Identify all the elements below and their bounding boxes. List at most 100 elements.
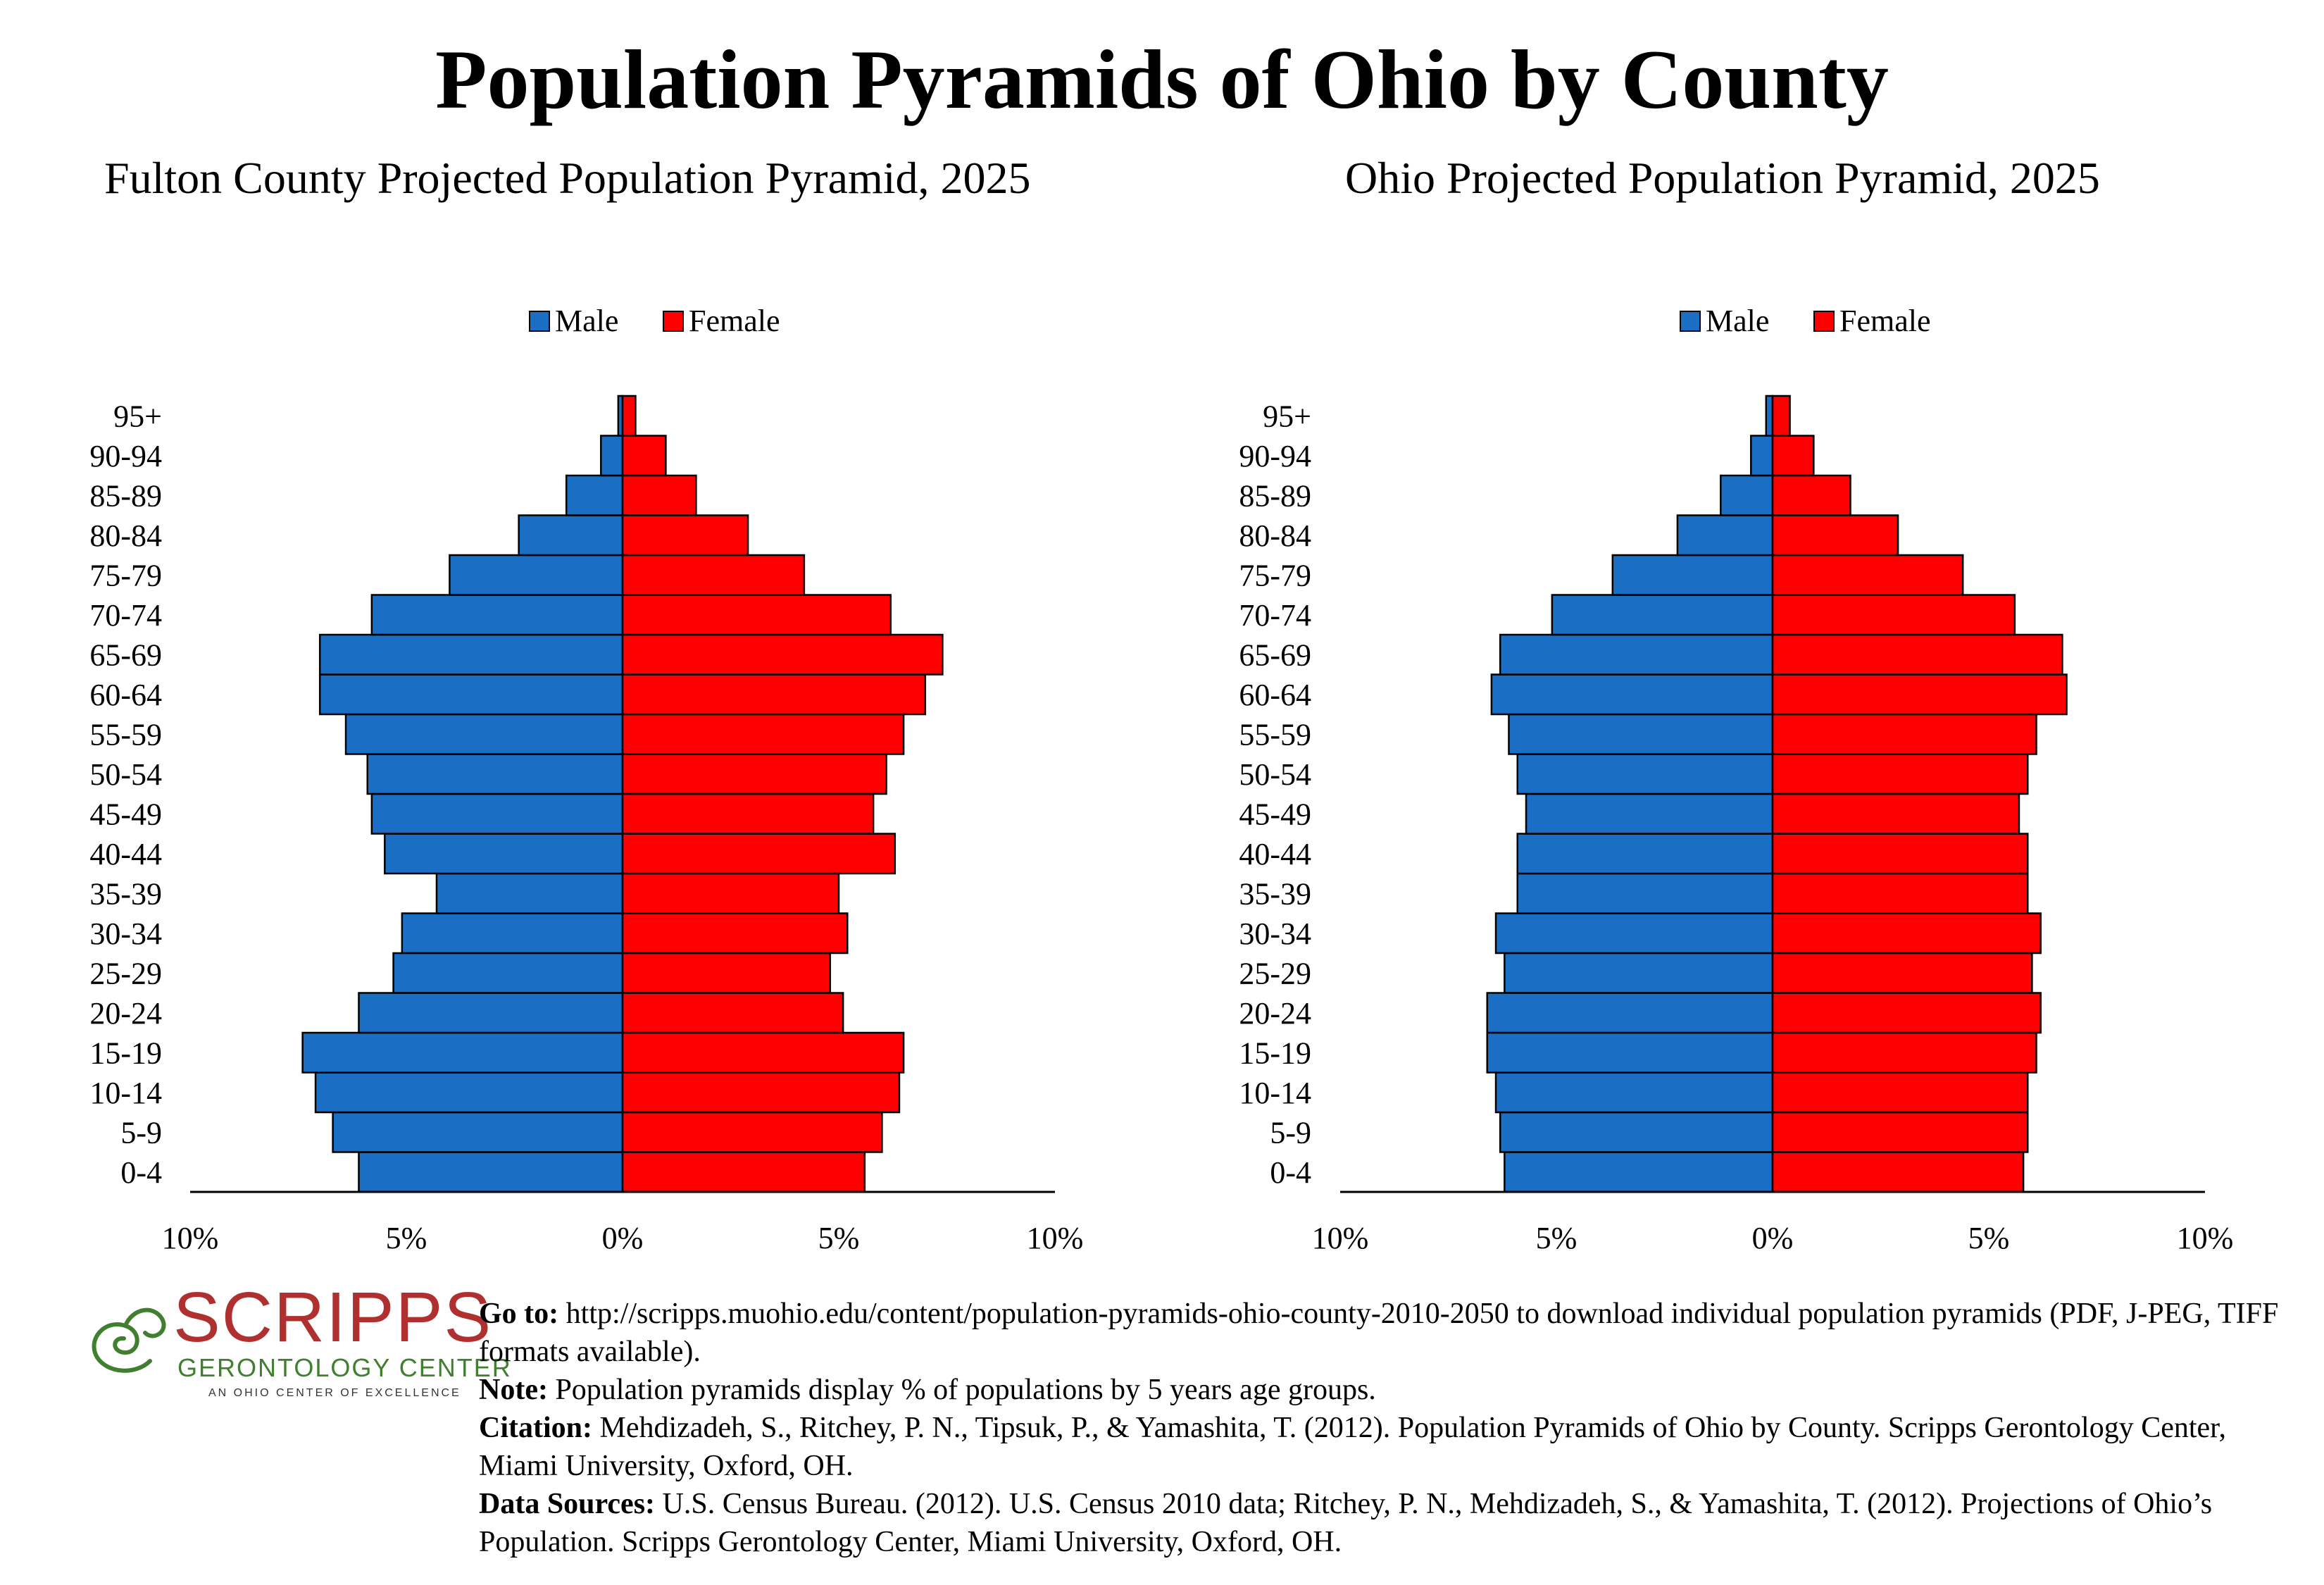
ohio-female-bar-85-89 (1771, 474, 1851, 516)
fulton-female-bar-10-14 (621, 1071, 901, 1114)
note-goto: Go to: http://scripps.muohio.edu/content… (479, 1295, 2310, 1371)
ohio-legend-female-swatch (1813, 311, 1835, 332)
ohio-male-bar-50-54 (1516, 753, 1774, 795)
fulton-x-tick-label: 10% (162, 1221, 219, 1255)
fulton-age-label-80-84: 80-84 (89, 518, 162, 553)
ohio-age-label-65-69: 65-69 (1239, 638, 1311, 672)
ohio-male-bar-95+ (1765, 394, 1774, 437)
fulton-male-bar-35-39 (435, 872, 624, 914)
fulton-male-bar-55-59 (344, 713, 624, 755)
fulton-age-label-70-74: 70-74 (89, 598, 162, 633)
fulton-female-bar-45-49 (621, 792, 875, 835)
ohio-age-label-55-59: 55-59 (1239, 717, 1311, 752)
fulton-age-label-0-4: 0-4 (120, 1155, 162, 1190)
fulton-age-label-95+: 95+ (113, 399, 162, 433)
ohio-female-bar-15-19 (1771, 1031, 2037, 1074)
ohio-female-bar-45-49 (1771, 792, 2020, 835)
fulton-female-bar-75-79 (621, 554, 806, 596)
fulton-female-bar-80-84 (621, 514, 749, 557)
fulton-male-bar-40-44 (384, 833, 624, 875)
ohio-female-bar-25-29 (1771, 952, 2033, 994)
fulton-age-label-10-14: 10-14 (89, 1076, 162, 1110)
fulton-chart-title: Fulton County Projected Population Pyram… (104, 153, 1031, 203)
ohio-male-bar-0-4 (1504, 1151, 1774, 1193)
ohio-male-bar-75-79 (1611, 554, 1774, 596)
ohio-male-bar-30-34 (1494, 912, 1774, 955)
ohio-male-bar-35-39 (1516, 872, 1774, 914)
ohio-female-bar-60-64 (1771, 673, 2068, 716)
ohio-male-bar-45-49 (1525, 792, 1774, 835)
fulton-male-bar-0-4 (358, 1151, 624, 1193)
fulton-age-label-40-44: 40-44 (89, 837, 162, 871)
ohio-age-label-35-39: 35-39 (1239, 876, 1311, 911)
ohio-female-bar-95+ (1771, 394, 1791, 437)
ohio-male-bar-70-74 (1551, 594, 1774, 636)
fulton-age-label-75-79: 75-79 (89, 558, 162, 592)
fulton-male-bar-65-69 (318, 633, 624, 676)
footnotes: Go to: http://scripps.muohio.edu/content… (479, 1295, 2310, 1561)
note-sources-text: U.S. Census Bureau. (2012). U.S. Census … (479, 1488, 2213, 1558)
ohio-x-tick-label: 10% (2177, 1221, 2234, 1255)
fulton-male-bar-50-54 (366, 753, 624, 795)
fulton-male-bar-80-84 (518, 514, 624, 557)
fulton-female-bar-55-59 (621, 713, 905, 755)
fulton-female-bar-5-9 (621, 1111, 883, 1153)
fulton-male-bar-25-29 (392, 952, 624, 994)
fulton-male-bar-85-89 (565, 474, 624, 516)
ohio-female-bar-10-14 (1771, 1071, 2029, 1114)
ohio-male-bar-90-94 (1750, 435, 1774, 477)
fulton-male-bar-20-24 (358, 992, 624, 1034)
fulton-female-bar-15-19 (621, 1031, 905, 1074)
fulton-x-tick-label: 0% (602, 1221, 644, 1255)
pyramid-charts: Male Female 0-4 5-9 10-14 15-19 20-24 25-29 30-3… (89, 304, 2234, 1255)
fulton-female-bar-95+ (621, 394, 637, 437)
fulton-female-bar-50-54 (621, 753, 887, 795)
ohio-age-label-20-24: 20-24 (1239, 996, 1311, 1031)
fulton-male-bar-10-14 (314, 1071, 624, 1114)
ohio-age-label-70-74: 70-74 (1239, 598, 1311, 633)
fulton-x-tick-label: 5% (386, 1221, 427, 1255)
fulton-legend-female-label: Female (689, 304, 780, 338)
ohio-female-bar-80-84 (1771, 514, 1899, 557)
ohio-female-bar-5-9 (1771, 1111, 2029, 1153)
fulton-female-bar-90-94 (621, 435, 667, 477)
fulton-male-bar-75-79 (449, 554, 624, 596)
fulton-female-bar-85-89 (621, 474, 697, 516)
ohio-age-label-10-14: 10-14 (1239, 1076, 1311, 1110)
scripps-logo: SCRIPPS GERONTOLOGY CENTER AN OHIO CENTE… (83, 1278, 511, 1410)
ohio-female-bar-20-24 (1771, 992, 2042, 1034)
fulton-age-label-25-29: 25-29 (89, 956, 162, 990)
note-note-text: Population pyramids display % of populat… (547, 1374, 1376, 1406)
fulton-x-tick-label: 5% (818, 1221, 860, 1255)
fulton-male-bar-90-94 (600, 435, 624, 477)
fulton-female-bar-70-74 (621, 594, 892, 636)
main-title: Population Pyramids of Ohio by County (435, 32, 1889, 126)
ohio-age-label-75-79: 75-79 (1239, 558, 1311, 592)
ohio-age-label-80-84: 80-84 (1239, 518, 1311, 553)
ohio-male-bar-25-29 (1504, 952, 1774, 994)
fulton-female-bar-40-44 (621, 833, 897, 875)
fulton-age-label-90-94: 90-94 (89, 439, 162, 473)
ohio-female-bar-65-69 (1771, 633, 2063, 676)
note-sources: Data Sources: U.S. Census Bureau. (2012)… (479, 1485, 2310, 1561)
ohio-chart-title: Ohio Projected Population Pyramid, 2025 (1345, 153, 2100, 203)
fulton-age-label-35-39: 35-39 (89, 876, 162, 911)
ohio-legend-male-swatch (1680, 311, 1701, 332)
ohio-age-label-50-54: 50-54 (1239, 757, 1311, 792)
fulton-male-bar-15-19 (301, 1031, 624, 1074)
fulton-age-label-55-59: 55-59 (89, 717, 162, 752)
fulton-age-label-30-34: 30-34 (89, 916, 162, 951)
logo-subtitle: GERONTOLOGY CENTER (177, 1353, 512, 1382)
note-goto-label: Go to: (479, 1298, 559, 1330)
ohio-age-label-90-94: 90-94 (1239, 439, 1311, 473)
ohio-male-bar-20-24 (1486, 992, 1774, 1034)
fulton-male-bar-45-49 (370, 792, 624, 835)
fulton-age-label-65-69: 65-69 (89, 638, 162, 672)
ohio-female-bar-50-54 (1771, 753, 2029, 795)
fulton-male-bar-60-64 (318, 673, 624, 716)
ohio-male-bar-15-19 (1486, 1031, 1774, 1074)
ohio-x-tick-label: 5% (1968, 1221, 2010, 1255)
fulton-legend-male-label: Male (555, 304, 618, 338)
fulton-female-bar-30-34 (621, 912, 849, 955)
ohio-male-bar-85-89 (1720, 474, 1774, 516)
